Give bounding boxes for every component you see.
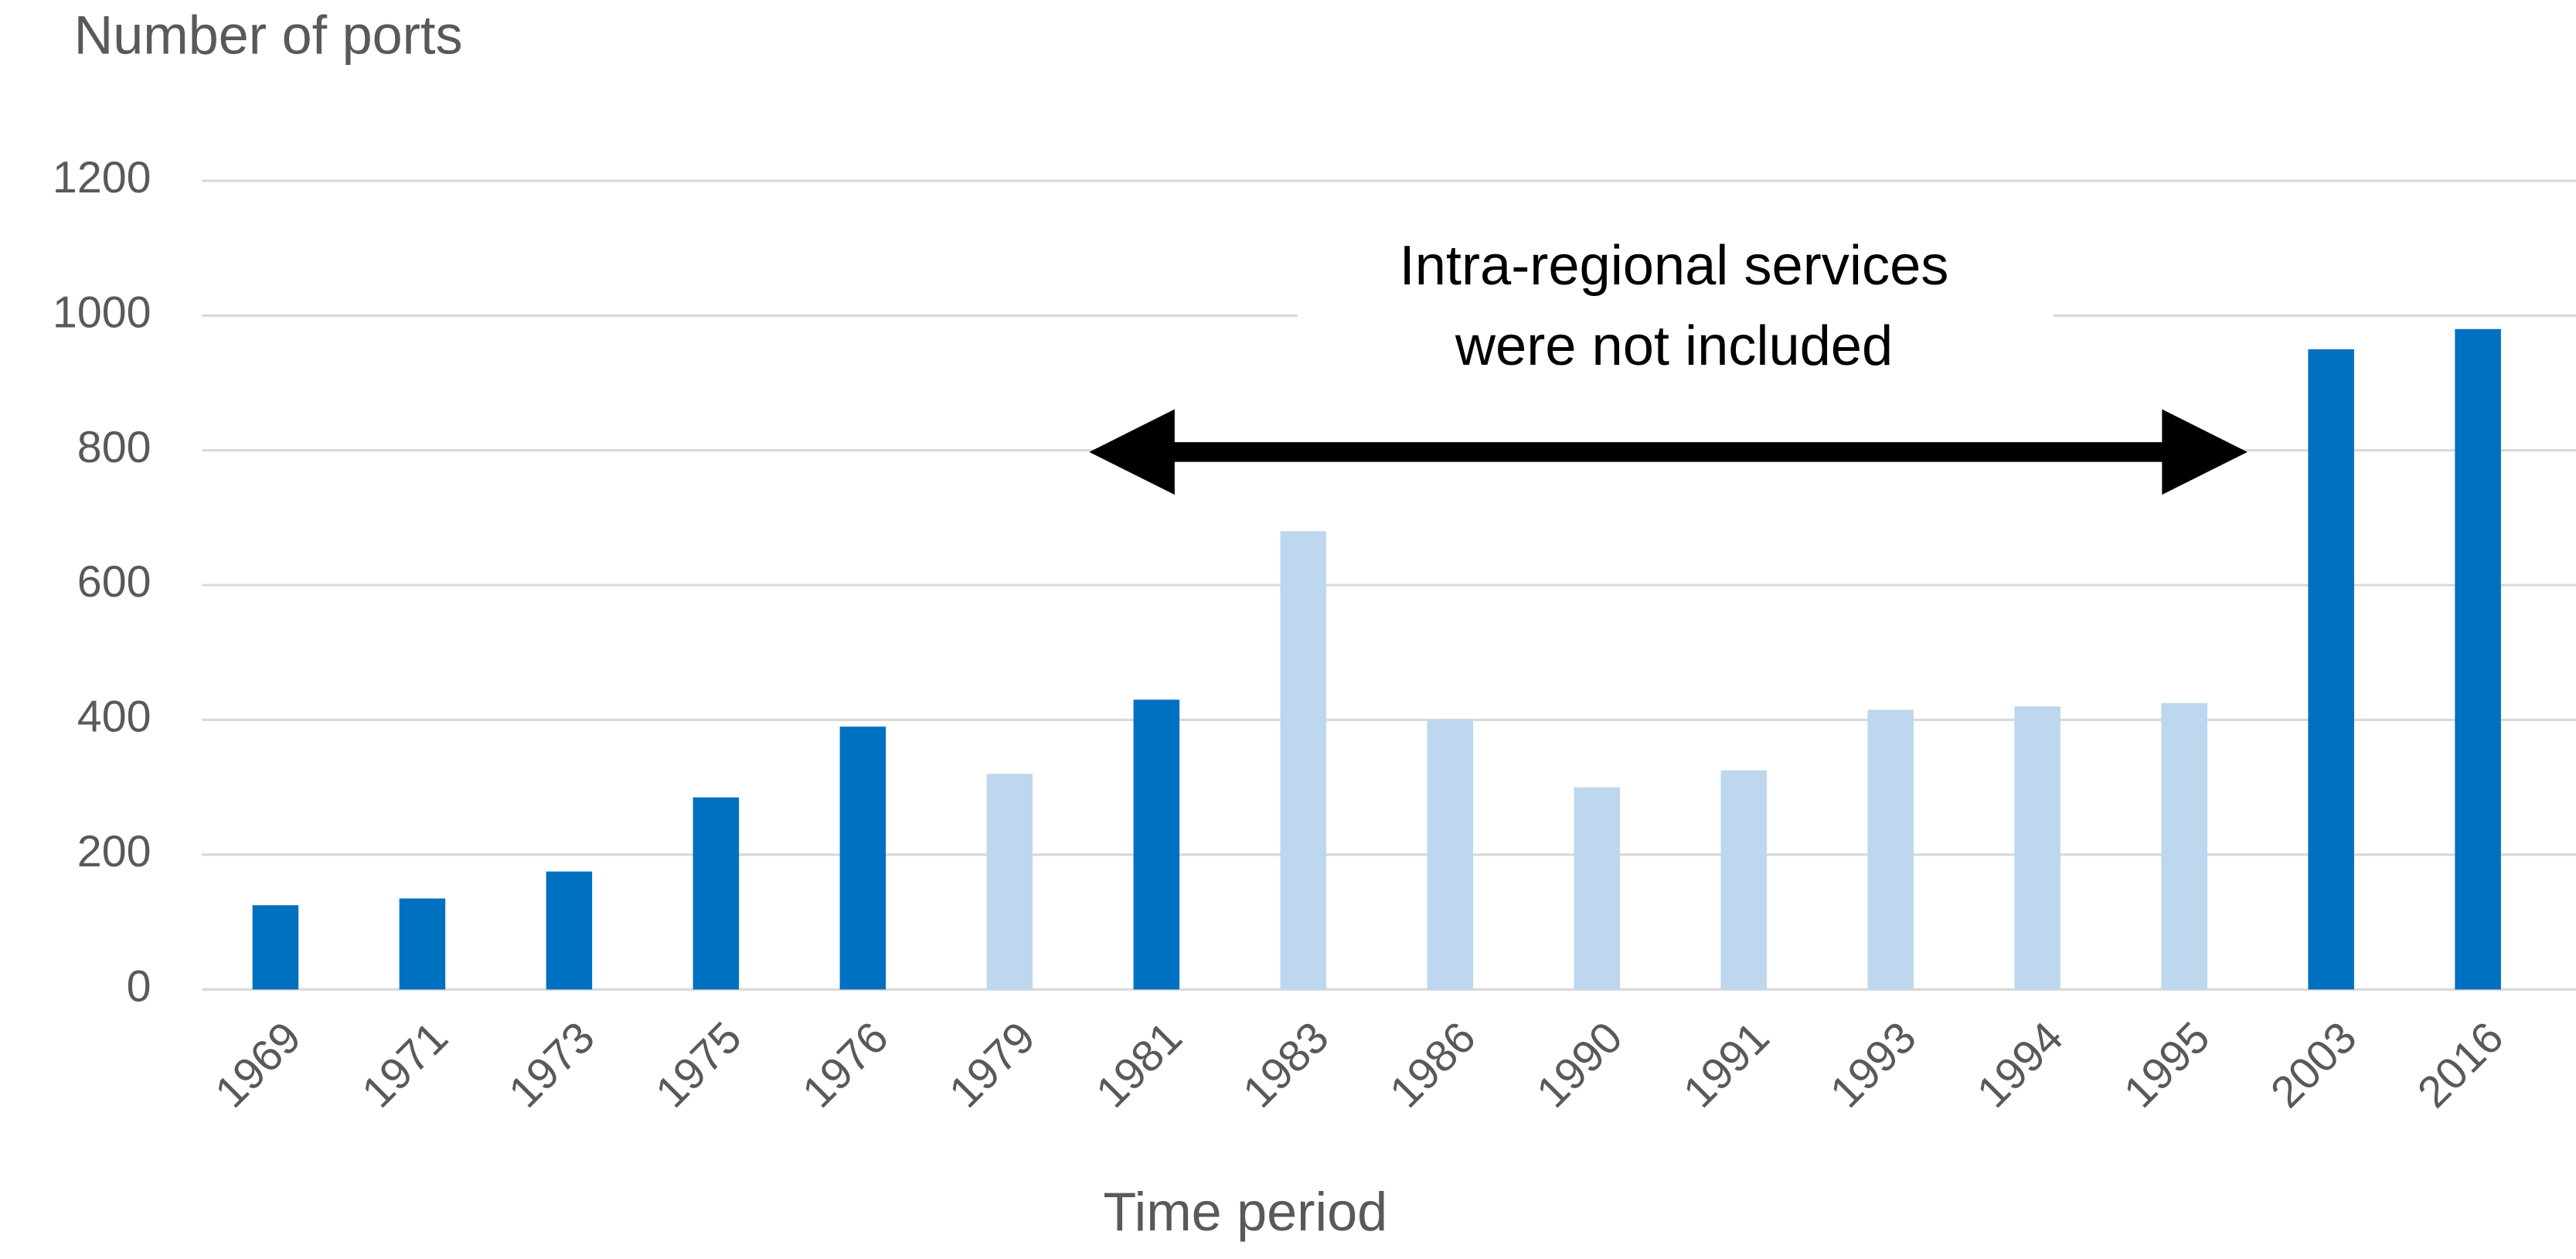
bar <box>1720 770 1767 990</box>
bar <box>1574 787 1621 990</box>
bar <box>1133 699 1180 990</box>
y-tick-label: 600 <box>77 557 151 607</box>
y-tick-label: 800 <box>77 423 151 472</box>
x-tick-label: 1994 <box>1968 1012 2073 1118</box>
x-tick-label: 1973 <box>499 1012 604 1118</box>
x-axis-title: Time period <box>1103 1181 1387 1242</box>
x-tick-label: 1995 <box>2115 1012 2220 1118</box>
bar <box>1427 720 1474 990</box>
bar <box>1280 531 1327 990</box>
y-tick-label: 1000 <box>53 288 151 337</box>
bar <box>1867 709 1914 990</box>
x-tick-label: 2003 <box>2261 1012 2367 1118</box>
range-arrow <box>1089 409 2248 495</box>
x-tick-label: 1981 <box>1087 1012 1192 1118</box>
bar <box>2161 703 2207 990</box>
annotation-line: Intra-regional services <box>1400 235 1949 297</box>
bar <box>2455 328 2501 990</box>
bar <box>986 774 1033 990</box>
x-tick-label: 1975 <box>646 1012 751 1118</box>
arrow-head-right <box>2162 409 2248 495</box>
arrow-head-left <box>1089 409 1175 495</box>
annotation-line: were not included <box>1455 315 1893 377</box>
annotation-background <box>1298 230 2054 395</box>
bar <box>839 726 886 990</box>
x-tick-label: 1971 <box>352 1012 458 1118</box>
x-tick-label: 1983 <box>1234 1012 1339 1118</box>
bar <box>399 898 446 990</box>
y-tick-label: 400 <box>77 692 151 742</box>
x-tick-label: 2016 <box>2408 1012 2513 1118</box>
x-tick-label: 1991 <box>1674 1012 1779 1118</box>
bar <box>692 797 740 990</box>
x-tick-label: 1969 <box>206 1012 311 1118</box>
y-tick-label: 1200 <box>53 153 151 202</box>
x-tick-label: 1990 <box>1527 1012 1632 1118</box>
x-tick-label: 1979 <box>940 1012 1045 1118</box>
x-tick-label: 1986 <box>1380 1012 1485 1118</box>
y-tick-label: 200 <box>77 827 151 876</box>
bar <box>2308 349 2354 990</box>
bar <box>546 871 593 990</box>
x-tick-label: 1993 <box>1821 1012 1926 1118</box>
bar <box>2014 706 2060 990</box>
chart-title: Number of ports <box>74 5 463 66</box>
bar <box>252 905 299 990</box>
y-tick-label: 0 <box>127 961 151 1011</box>
x-tick-label: 1976 <box>793 1012 898 1118</box>
